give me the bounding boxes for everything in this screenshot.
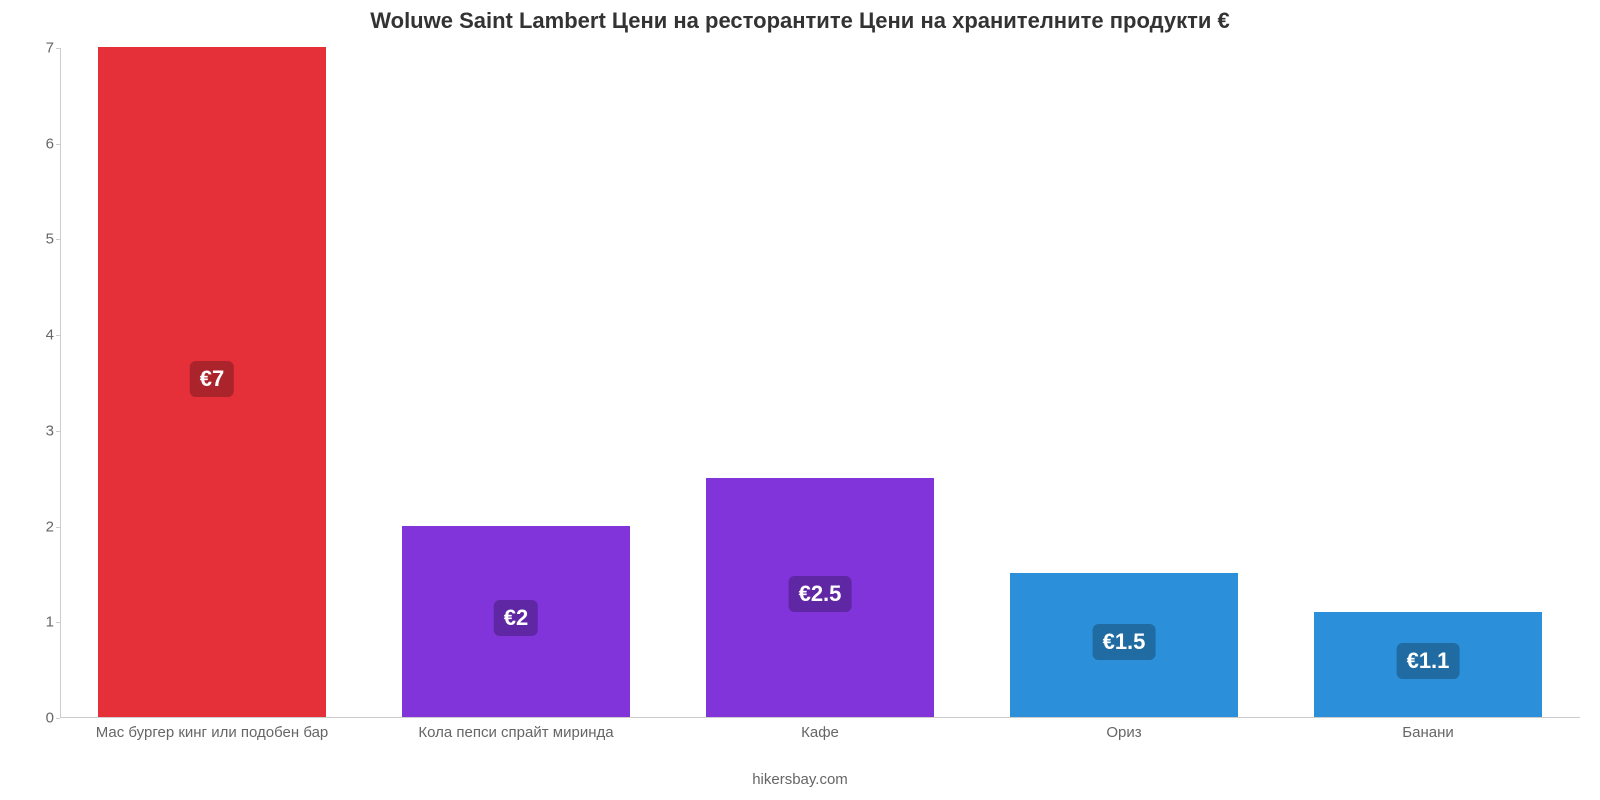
y-tick-label: 4 xyxy=(22,327,54,344)
chart-title: Woluwe Saint Lambert Цени на ресторантит… xyxy=(0,8,1600,34)
x-tick-label: Мас бургер кинг или подобен бар xyxy=(96,724,329,741)
chart-credit: hikersbay.com xyxy=(0,771,1600,788)
bar-value-badge: €2 xyxy=(494,600,538,636)
bar-value-badge: €1.5 xyxy=(1093,624,1156,660)
x-tick-label: Кафе xyxy=(801,724,839,741)
y-tick-label: 2 xyxy=(22,518,54,535)
price-bar-chart: Woluwe Saint Lambert Цени на ресторантит… xyxy=(0,0,1600,800)
bars-container: €7 €2 €2.5 €1.5 €1.1 xyxy=(60,48,1580,717)
x-tick-label: Ориз xyxy=(1106,724,1141,741)
x-axis-line xyxy=(60,717,1580,718)
x-axis-labels: Мас бургер кинг или подобен бар Кола пепс… xyxy=(60,724,1580,748)
bar-slot: €1.5 xyxy=(1010,47,1238,717)
bar-slot: €7 xyxy=(98,47,326,717)
bar-value-badge: €2.5 xyxy=(789,576,852,612)
y-tick-label: 1 xyxy=(22,614,54,631)
y-tick-mark xyxy=(56,718,60,719)
bar-slot: €1.1 xyxy=(1314,47,1542,717)
y-tick-label: 0 xyxy=(22,710,54,727)
bar-slot: €2 xyxy=(402,47,630,717)
y-tick-label: 6 xyxy=(22,135,54,152)
x-tick-label: Кола пепси спрайт миринда xyxy=(418,724,613,741)
bar-value-badge: €7 xyxy=(190,361,234,397)
y-tick-label: 5 xyxy=(22,231,54,248)
x-tick-label: Банани xyxy=(1402,724,1453,741)
bar-value-badge: €1.1 xyxy=(1397,643,1460,679)
bar-slot: €2.5 xyxy=(706,47,934,717)
plot-area: 01234567 €7€2€2.5€1.5€1.1 xyxy=(60,48,1580,718)
y-tick-label: 3 xyxy=(22,422,54,439)
y-tick-label: 7 xyxy=(22,40,54,57)
